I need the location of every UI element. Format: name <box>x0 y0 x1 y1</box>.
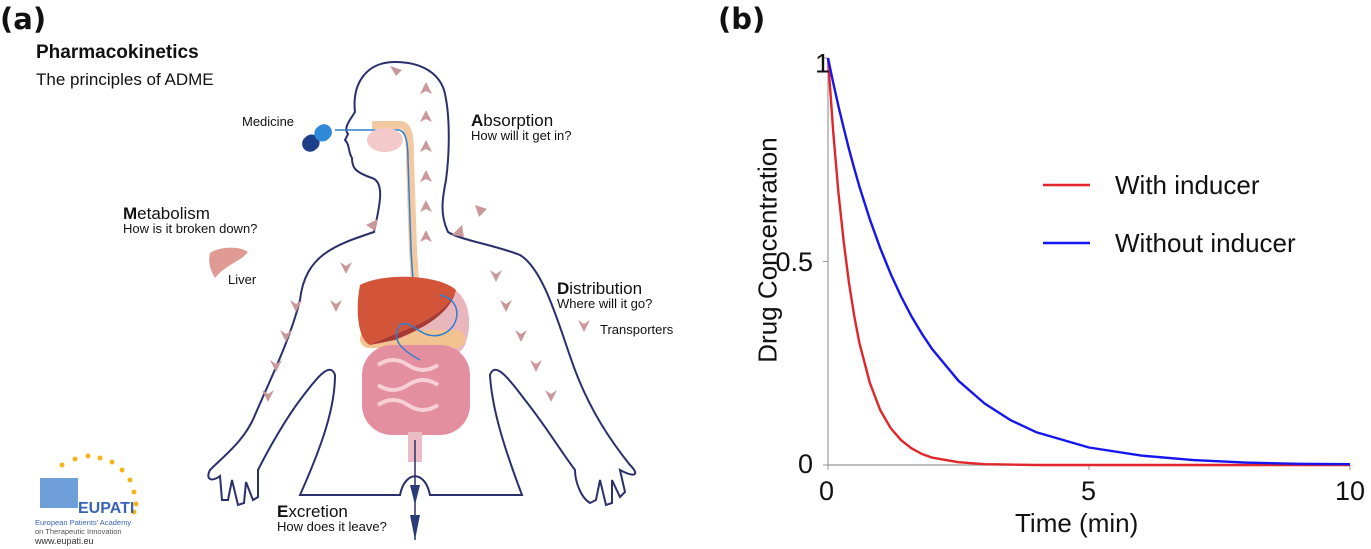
panel-a-label: (a) <box>0 2 47 36</box>
esophagus <box>372 121 419 281</box>
y-axis-label: Drug Concentration <box>752 137 783 363</box>
y-tick-label: 0 <box>797 449 813 479</box>
distribution-initial: D <box>557 279 570 298</box>
intestine-folds <box>376 358 440 412</box>
intestines <box>362 345 470 435</box>
logo-url: www.eupati.eu <box>35 536 94 546</box>
legend-label-with-inducer: With inducer <box>1115 170 1260 200</box>
panel-b-label: (b) <box>718 2 766 36</box>
metabolism-question: How is it broken down? <box>123 221 258 236</box>
x-axis-label: Time (min) <box>1015 508 1139 538</box>
diagram-title: Pharmacokinetics <box>36 42 199 63</box>
x-tick-label: 5 <box>1081 476 1097 506</box>
metabolism-block: Metabolism How is it broken down? <box>123 205 257 236</box>
eupati-logo <box>40 453 139 515</box>
drug-path <box>335 129 414 283</box>
body-outline <box>207 60 637 507</box>
liver-label: Liver <box>228 272 257 287</box>
metabolism-initial: M <box>123 204 138 223</box>
excretion-arrow-icon <box>410 485 420 540</box>
legend-label-without-inducer: Without inducer <box>1115 228 1296 258</box>
x-tick-label: 10 <box>1335 476 1366 506</box>
distribution-arrows <box>262 66 590 402</box>
logo-line2: on Therapeutic Innovation <box>35 527 122 536</box>
metabolism-heading: etabolism <box>137 204 210 223</box>
x-tick-label: 0 <box>819 476 835 506</box>
medicine-pill-icon <box>302 124 332 152</box>
excretion-initial: E <box>277 502 289 521</box>
absorption-heading: bsorption <box>483 111 554 130</box>
series-with-inducer-line <box>826 57 1350 467</box>
absorption-block: Absorption How will it get in? <box>471 112 571 143</box>
absorption-question: How will it get in? <box>471 128 572 143</box>
excretion-heading: xcretion <box>288 502 348 521</box>
medicine-label: Medicine <box>242 114 295 129</box>
liver <box>357 276 456 345</box>
y-tick-label: 0.5 <box>775 247 813 277</box>
series-without-inducer-line <box>826 57 1351 466</box>
transporters-label: Transporters <box>600 322 674 337</box>
throat <box>367 128 403 152</box>
excretion-question: How does it leave? <box>277 519 387 534</box>
logo-line1: European Patients' Academy <box>35 518 132 527</box>
drug-path-gut <box>395 294 458 361</box>
absorption-initial: A <box>471 111 484 130</box>
body-diagram <box>40 60 637 540</box>
distribution-question: Where will it go? <box>557 296 653 311</box>
diagram-subtitle: The principles of ADME <box>36 70 214 89</box>
y-tick-label: 1 <box>815 48 831 79</box>
distribution-heading: istribution <box>569 279 643 298</box>
liver-small-icon <box>209 247 248 278</box>
excretion-block: Excretion How does it leave? <box>277 503 387 534</box>
distribution-block: Distribution Where will it go? <box>557 280 652 311</box>
logo-name: EUPATI <box>78 500 135 517</box>
